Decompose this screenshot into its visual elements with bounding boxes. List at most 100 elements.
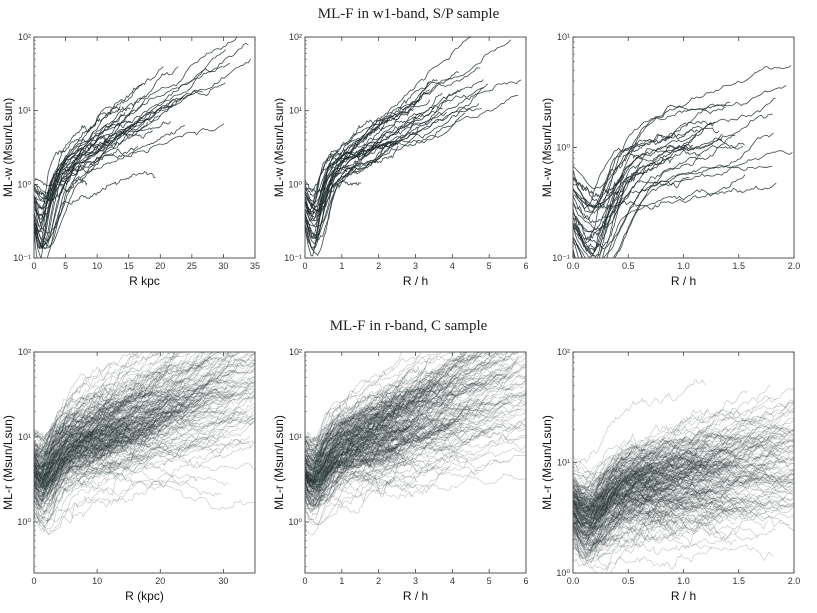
y-tick-label: 10² — [557, 347, 570, 357]
profile-line — [573, 421, 757, 524]
profile-line — [573, 521, 759, 573]
profile-line — [573, 500, 702, 529]
profile-line — [305, 116, 421, 213]
profile-line — [305, 423, 391, 483]
profile-line — [34, 352, 213, 480]
profile-line — [305, 378, 453, 444]
profile-line — [34, 376, 255, 495]
profile-line — [573, 460, 703, 492]
profile-line — [573, 101, 731, 209]
y-axis-label: ML-r (Msun/Lsun) — [540, 415, 554, 510]
profile-line — [305, 401, 440, 458]
profile-line — [305, 372, 512, 447]
profile-line — [34, 441, 132, 486]
profile-line — [305, 371, 526, 463]
profile-line — [305, 374, 509, 446]
profile-line — [305, 352, 513, 458]
profile-line — [573, 443, 652, 511]
panel-1-2: 0.0 0.5 1.0 1.5 2.0 10⁰ 10¹ 10² R / h ML-r (Msun/… — [540, 347, 800, 603]
profile-line — [305, 353, 526, 484]
profile-line — [305, 179, 362, 222]
profile-line — [573, 454, 782, 541]
profile-line — [34, 362, 172, 442]
profile-line — [34, 445, 197, 485]
profile-line — [305, 83, 488, 219]
x-tick-label: 5 — [487, 261, 492, 271]
row-title-top: ML-F in w1-band, S/P sample — [317, 6, 500, 22]
y-tick-label: 10⁰ — [17, 517, 31, 527]
x-tick-label: 5 — [63, 261, 68, 271]
profile-line — [305, 388, 431, 483]
profile-line — [305, 366, 526, 488]
profile-line — [305, 411, 503, 500]
profile-group — [34, 37, 251, 258]
profile-line — [34, 381, 249, 486]
profile-line — [573, 460, 794, 512]
profile-line — [305, 384, 442, 490]
profile-line — [305, 112, 466, 208]
profile-line — [34, 394, 228, 459]
profile-line — [573, 134, 736, 258]
x-axis-label: R / h — [671, 274, 696, 288]
profile-line — [34, 373, 233, 486]
profile-line — [34, 443, 118, 493]
profile-line — [573, 432, 794, 517]
profile-line — [305, 425, 476, 472]
profile-line — [573, 444, 776, 502]
profile-line — [573, 447, 761, 480]
profile-line — [305, 423, 526, 526]
profile-line — [305, 352, 484, 463]
profile-line — [34, 409, 199, 476]
profile-line — [573, 505, 745, 547]
profile-line — [305, 438, 406, 484]
profile-line — [305, 418, 464, 479]
profile-line — [34, 413, 255, 486]
profile-line — [305, 404, 466, 481]
profile-line — [34, 411, 119, 458]
profile-line — [573, 182, 777, 258]
profile-line — [34, 394, 150, 448]
profile-line — [573, 487, 668, 564]
profile-line — [573, 431, 794, 550]
profile-line — [573, 470, 788, 513]
profile-line — [573, 490, 654, 531]
profile-line — [34, 101, 178, 233]
profile-line — [34, 410, 254, 510]
profile-line — [573, 386, 794, 513]
profile-line — [305, 414, 430, 471]
profile-line — [34, 400, 234, 489]
x-tick-label: 15 — [124, 261, 134, 271]
profile-line — [34, 382, 113, 448]
profile-line — [573, 456, 794, 540]
profile-line — [34, 416, 236, 495]
profile-line — [573, 472, 680, 511]
profile-line — [573, 507, 724, 545]
profile-line — [34, 388, 114, 478]
profile-line — [573, 490, 794, 534]
profile-line — [573, 464, 728, 518]
profile-line — [34, 352, 197, 455]
profile-line — [573, 451, 729, 525]
profile-line — [305, 423, 526, 470]
profile-line — [34, 397, 178, 467]
profile-line — [573, 438, 794, 534]
profile-line — [305, 414, 399, 463]
x-tick-label: 10 — [92, 576, 102, 586]
y-tick-label: 10² — [289, 347, 302, 357]
row-title-bottom: ML-F in r-band, C sample — [329, 318, 488, 334]
profile-line — [305, 382, 436, 474]
profile-line — [573, 512, 723, 544]
profile-line — [573, 98, 776, 209]
profile-line — [305, 434, 445, 482]
profile-line — [573, 446, 794, 521]
profile-line — [573, 511, 774, 562]
profile-line — [34, 466, 112, 523]
y-tick-label: 10¹ — [557, 458, 570, 468]
profile-line — [305, 442, 412, 490]
profile-line — [573, 133, 723, 234]
profile-line — [34, 359, 255, 438]
profile-line — [34, 377, 211, 471]
profile-line — [573, 395, 777, 511]
profile-line — [573, 480, 676, 532]
